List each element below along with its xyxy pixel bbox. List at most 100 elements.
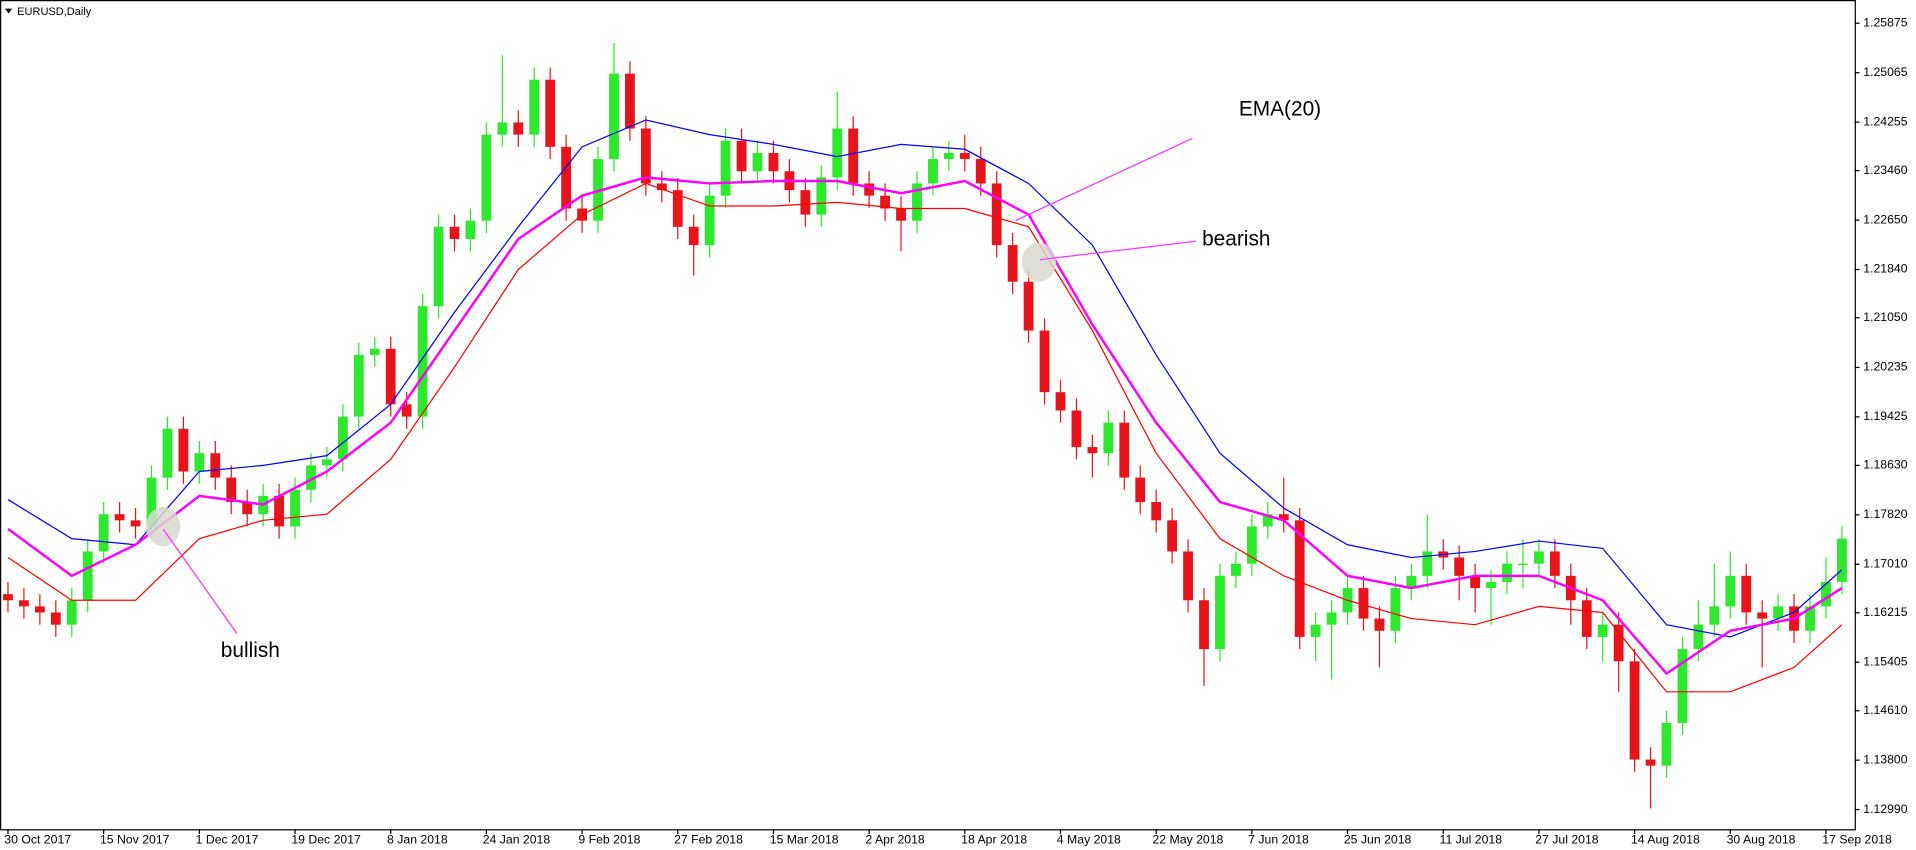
candle-body [449,226,460,239]
candle-body [800,190,811,215]
candle-body [1645,759,1656,766]
candle-body [1613,624,1624,662]
candle-body [688,226,699,246]
candle-body [1135,477,1146,503]
candle-body [880,195,890,209]
x-tick-label: 9 Feb 2018 [578,832,640,846]
candle-body [242,502,253,515]
candle-body [1358,588,1369,619]
candle-body [401,404,412,417]
candle-body [1246,526,1257,564]
candle-body [609,73,619,160]
candle-body [928,159,938,184]
candle-body [561,146,572,209]
x-tick-label: 30 Oct 2017 [4,832,71,846]
candle-body [465,220,476,239]
candle-body [497,122,508,135]
candle-body [736,140,747,172]
x-tick-label: 15 Mar 2018 [770,832,839,846]
candle-body [385,348,396,405]
candle-body [130,520,141,527]
x-tick-label: 24 Jan 2018 [483,832,551,846]
candle-body [1422,551,1433,576]
candle-body [1231,563,1241,576]
candle-body [1007,245,1018,282]
candle-body [625,73,635,129]
annotation: bearish [1202,228,1270,251]
x-tick-label: 7 Jun 2018 [1248,832,1309,846]
candle-body [1183,551,1193,601]
candle-body [337,416,348,460]
x-tick-label: 15 Nov 2017 [100,832,170,846]
candle-body [1167,520,1178,552]
plot-frame [0,0,1856,831]
annotation: bullish [221,639,280,662]
candle-body [82,551,93,601]
candle-body [1693,624,1704,650]
candle-body [50,612,61,625]
candle-body [226,477,237,503]
candle-body [1119,422,1130,478]
candle-body [832,128,843,178]
candle-body [816,177,827,215]
candle-body [640,128,651,184]
candle-body [1310,624,1321,637]
candle-body [178,428,189,472]
candle-body [1326,612,1337,625]
y-tick-label: 1.21050 [1863,310,1908,324]
x-tick-label: 17 Sep 2018 [1822,832,1892,846]
x-tick-label: 19 Dec 2017 [291,832,361,846]
x-tick-label: 22 May 2018 [1152,832,1223,846]
candle-body [1486,581,1496,589]
candle-body [114,514,125,521]
x-tick-label: 1 Dec 2017 [196,832,259,846]
x-tick-label: 11 Jul 2018 [1440,832,1503,846]
y-tick-label: 1.25875 [1863,16,1908,30]
candle-body [1215,575,1225,650]
candle-body [991,183,1002,246]
candle-body [1454,557,1465,576]
candle-body [1741,575,1752,613]
candle-body [1581,600,1592,637]
candle-body [1087,447,1098,454]
candle-body [1709,606,1720,625]
chart-title: EURUSD,Daily [17,6,92,18]
y-tick-label: 1.12990 [1863,802,1908,816]
candle-body [656,183,667,191]
y-tick-label: 1.14610 [1863,703,1908,717]
candle-body [34,606,45,613]
candle-body [66,600,77,625]
candle-body [912,183,922,221]
candle-body [1629,661,1640,760]
candle-body [943,152,954,160]
candle-body [417,306,428,417]
candle-body [322,459,332,466]
y-tick-label: 1.22650 [1863,212,1908,226]
candle-body [98,514,109,552]
candle-body [704,195,715,246]
candle-body [1549,551,1560,576]
x-tick-label: 25 Jun 2018 [1344,832,1412,846]
candle-body [290,489,300,527]
y-tick-label: 1.20235 [1863,360,1908,374]
x-tick-label: 8 Jan 2018 [387,832,448,846]
annotation-line [162,528,238,634]
candle-body [848,128,859,184]
candle-body [1773,606,1784,619]
annotation: EMA(20) [1239,98,1321,121]
candle-body [433,226,444,307]
candle-body [481,134,492,221]
candle-body [1199,600,1209,650]
candle-body [1023,281,1034,331]
candle-body [1502,563,1512,582]
menu-arrow[interactable] [4,8,13,14]
candle-body [146,477,157,527]
y-tick-label: 1.23460 [1863,163,1908,177]
x-tick-label: 4 May 2018 [1057,832,1121,846]
candle-body [1518,563,1528,565]
candle-body [1661,722,1672,766]
ema-line [7,182,1843,693]
